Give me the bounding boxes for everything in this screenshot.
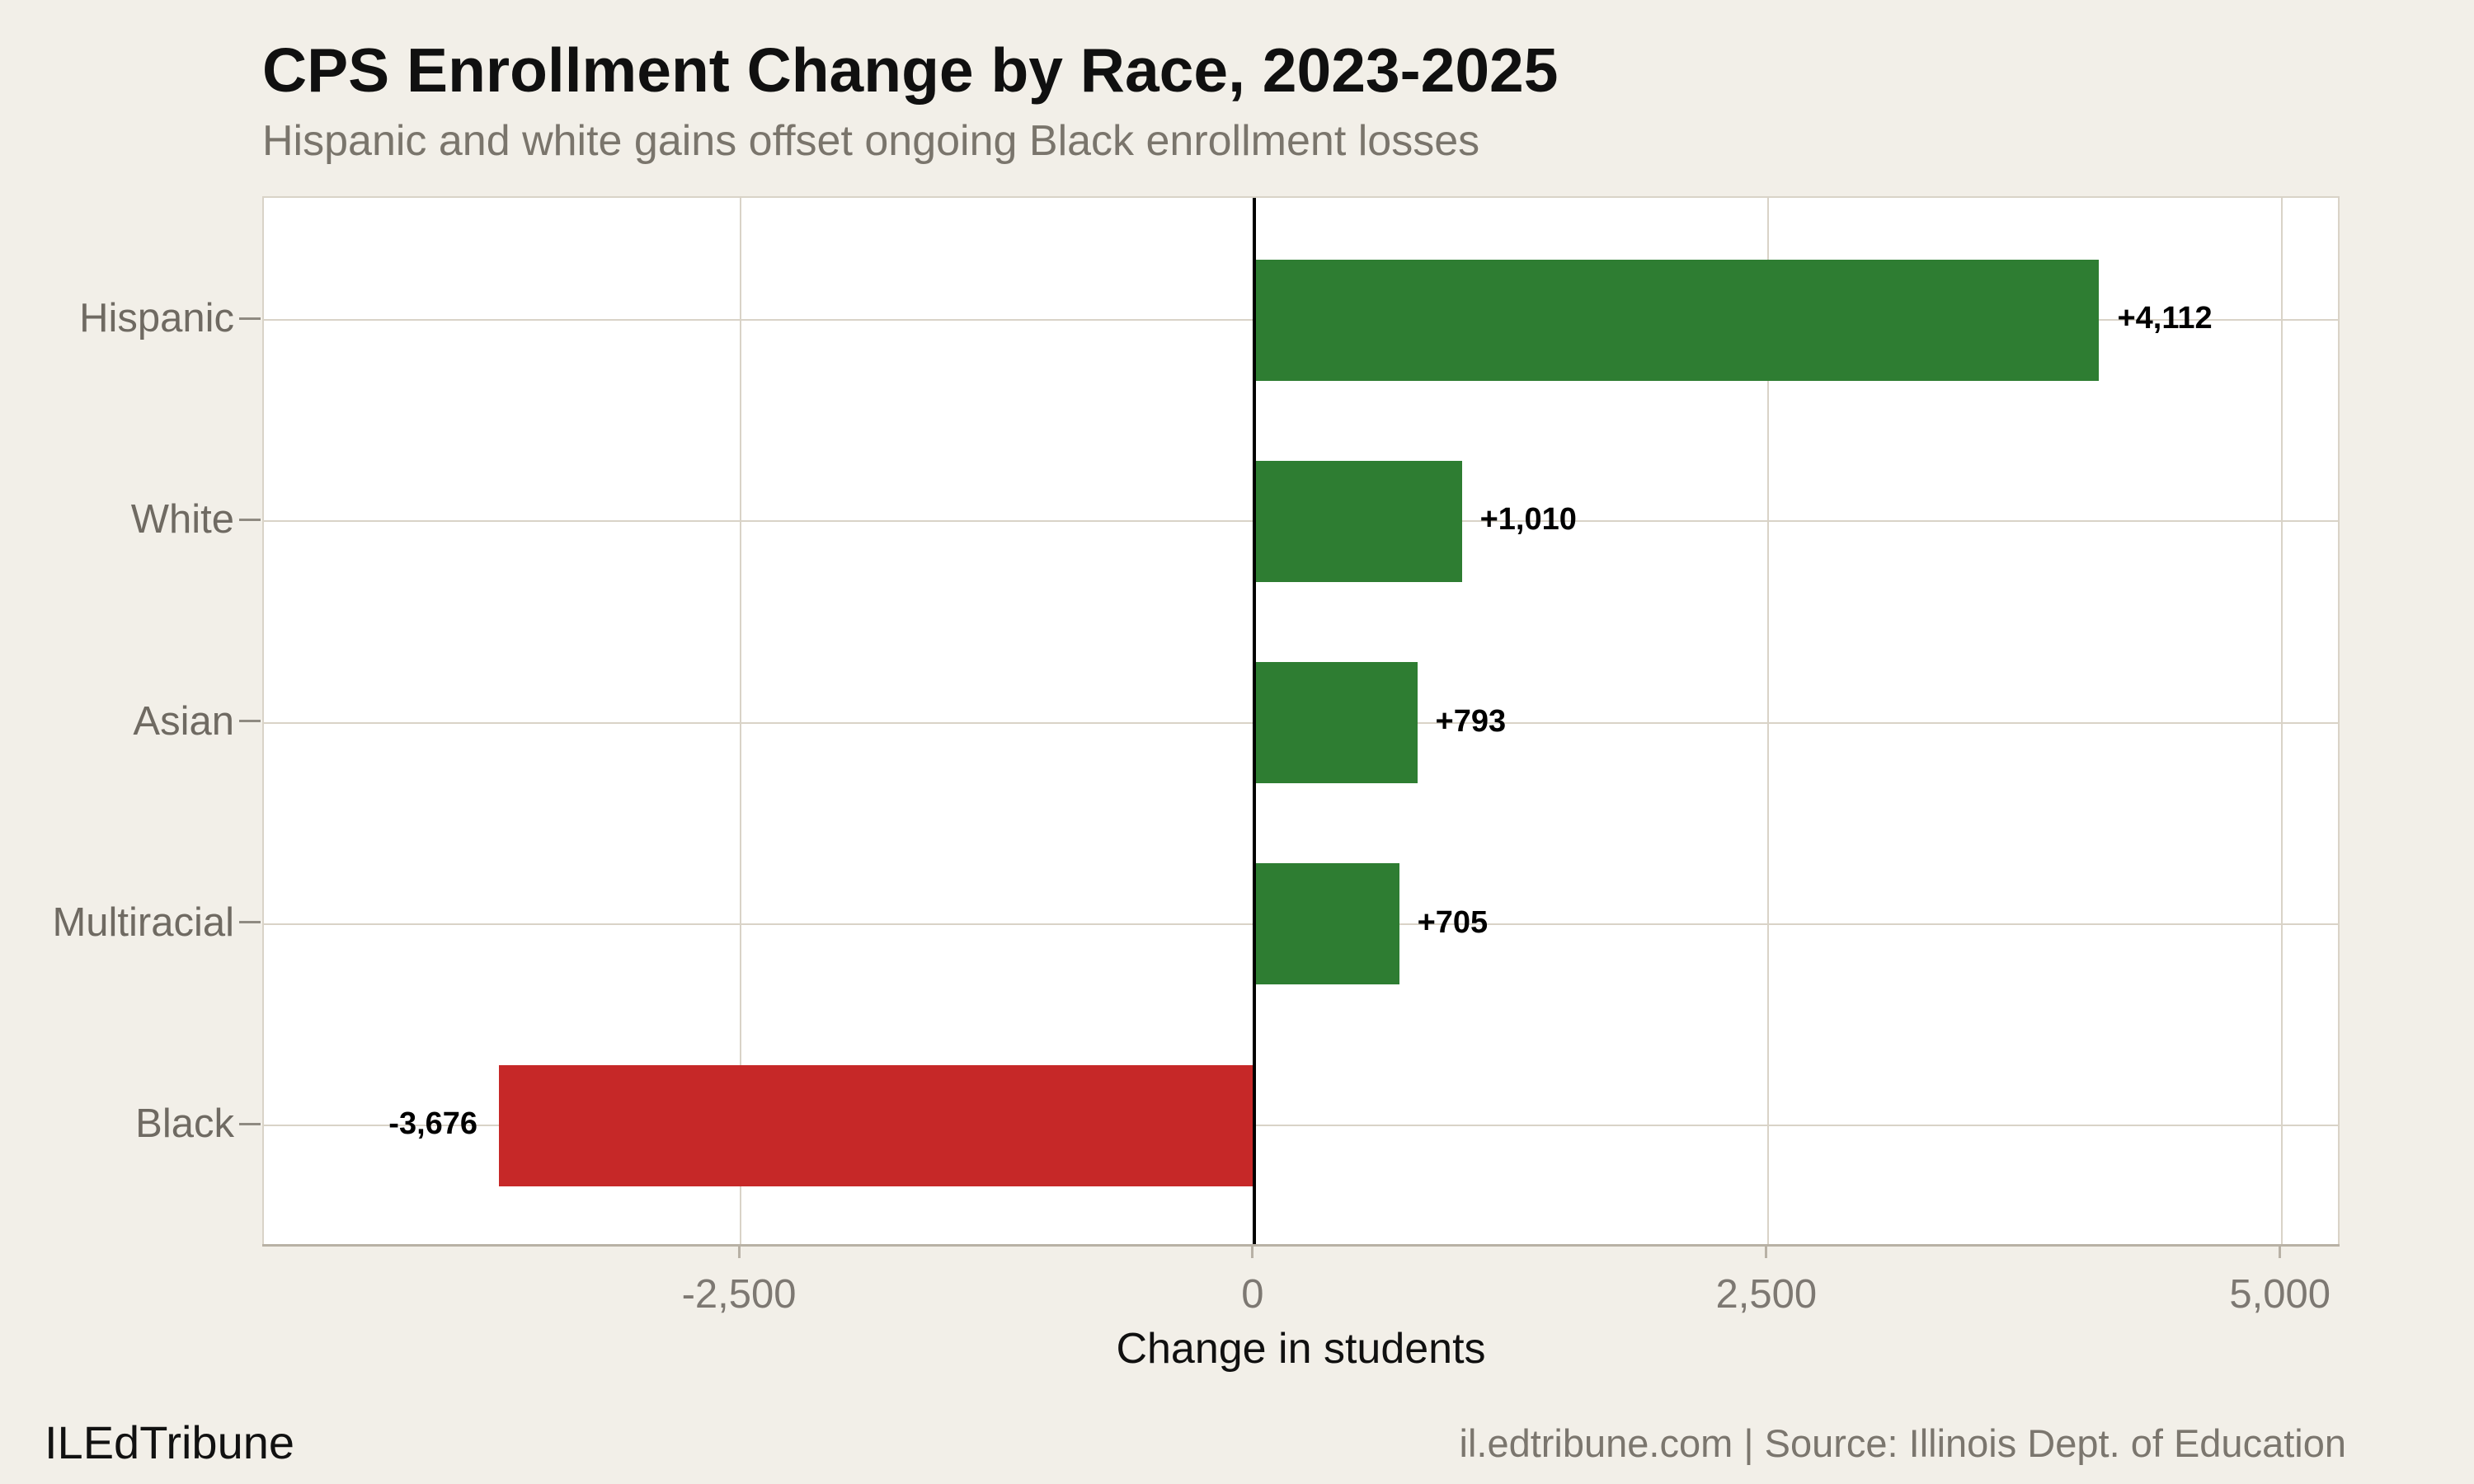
bar-asian: [1253, 662, 1418, 783]
y-axis-label-asian: Asian: [133, 698, 234, 744]
y-tick-mark-hispanic: [239, 317, 261, 320]
value-label-asian: +793: [1435, 703, 1507, 739]
bar-multiracial: [1253, 863, 1399, 985]
gridline-horizontal-black: [264, 1125, 2338, 1126]
source-text: il.edtribune.com | Source: Illinois Dept…: [1459, 1421, 2347, 1465]
x-tick-mark--2,500: [737, 1247, 741, 1258]
y-axis-label-black: Black: [135, 1101, 234, 1146]
zero-baseline: [1252, 198, 1256, 1244]
y-axis-label-hispanic: Hispanic: [79, 296, 234, 340]
y-axis-label-white: White: [130, 497, 234, 542]
x-tick-mark-2,500: [1765, 1247, 1768, 1258]
x-tick-label-0: 0: [1241, 1272, 1264, 1317]
chart-title: CPS Enrollment Change by Race, 2023-2025: [262, 35, 1559, 105]
value-label-multiracial: +705: [1417, 904, 1489, 940]
chart-subtitle: Hispanic and white gains offset ongoing …: [262, 117, 1480, 165]
y-tick-mark-asian: [239, 720, 261, 722]
x-tick-label-2,500: 2,500: [1715, 1272, 1818, 1317]
x-tick-mark-5,000: [2279, 1247, 2282, 1258]
x-tick-mark-0: [1251, 1247, 1254, 1258]
x-axis-title: Change in students: [1116, 1325, 1486, 1373]
y-tick-mark-black: [239, 1122, 261, 1125]
gridline-vertical--2,500: [740, 198, 742, 1244]
plot-area: [262, 196, 2340, 1246]
gridline-vertical-5,000: [2280, 198, 2283, 1244]
brand-text: ILEdTribune: [45, 1416, 294, 1468]
y-tick-mark-white: [239, 518, 261, 521]
bar-white: [1253, 460, 1462, 582]
y-tick-mark-multiracial: [239, 921, 261, 924]
bar-black: [499, 1064, 1254, 1186]
gridline-vertical-2,500: [1766, 198, 1769, 1244]
x-tick-label-5,000: 5,000: [2229, 1272, 2331, 1317]
y-axis-label-multiracial: Multiracial: [52, 899, 234, 945]
value-label-hispanic: +4,112: [2117, 301, 2213, 336]
x-tick-label--2,500: -2,500: [681, 1272, 797, 1317]
bar-hispanic: [1253, 259, 2100, 381]
value-label-black: -3,676: [388, 1106, 478, 1141]
value-label-white: +1,010: [1479, 502, 1577, 538]
x-axis-line: [262, 1244, 2340, 1247]
